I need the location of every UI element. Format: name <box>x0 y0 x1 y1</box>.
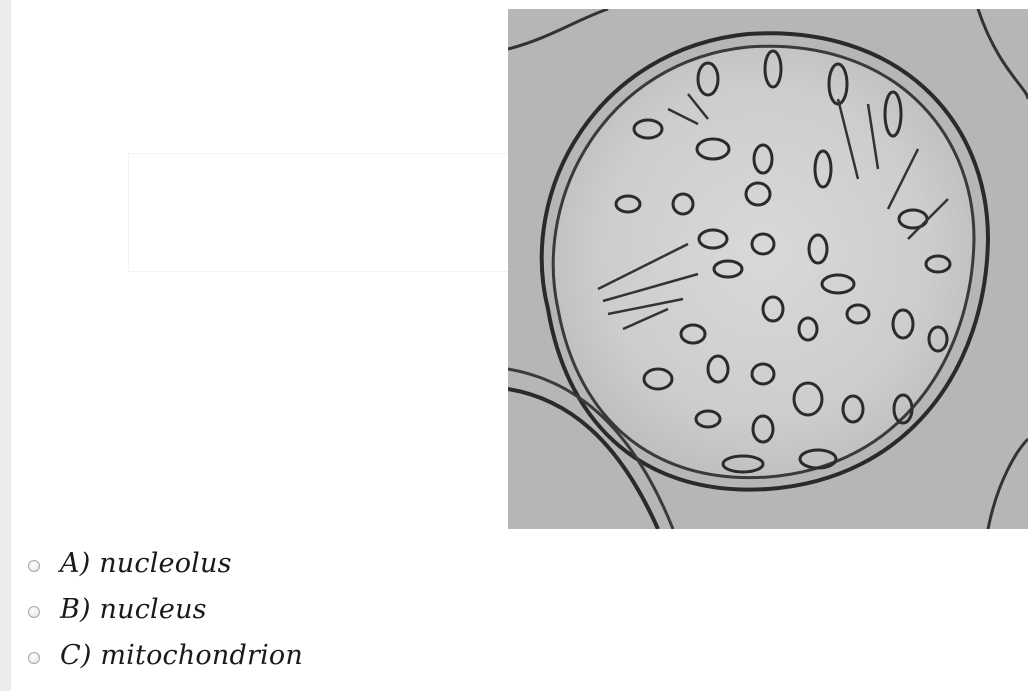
option-b-label[interactable]: B) nucleus <box>60 593 207 625</box>
option-c-label[interactable]: C) mitochondrion <box>60 639 303 671</box>
radio-button-icon[interactable] <box>28 652 40 664</box>
left-margin-strip <box>0 0 11 691</box>
radio-button-icon[interactable] <box>28 560 40 572</box>
option-c[interactable]: C) mitochondrion <box>28 632 303 678</box>
radio-button-icon[interactable] <box>28 606 40 618</box>
option-a-label[interactable]: A) nucleolus <box>60 547 232 579</box>
option-b[interactable]: B) nucleus <box>28 586 303 632</box>
faint-placeholder-box <box>128 153 509 272</box>
mitochondrion-micrograph-image <box>508 9 1028 529</box>
answer-options: A) nucleolus B) nucleus C) mitochondrion <box>28 540 303 678</box>
option-a[interactable]: A) nucleolus <box>28 540 303 586</box>
